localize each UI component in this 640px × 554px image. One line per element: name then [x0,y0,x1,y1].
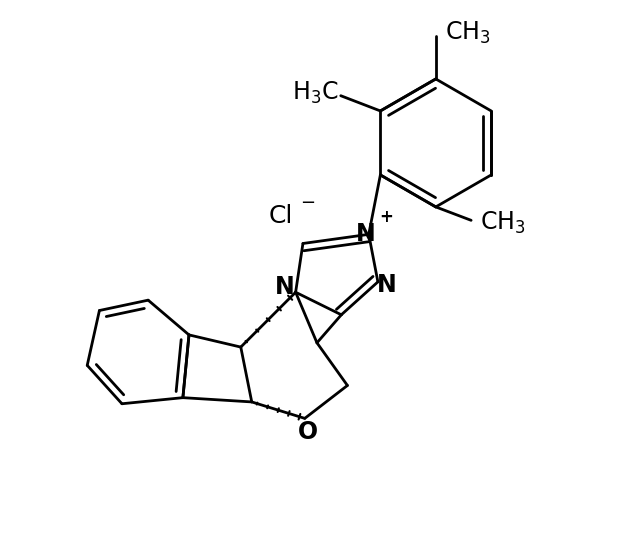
Text: −: − [300,194,316,212]
Text: N: N [275,275,294,299]
Text: +: + [379,208,393,226]
Text: N: N [356,222,376,247]
Text: CH$_3$: CH$_3$ [445,20,490,47]
Text: Cl: Cl [268,204,292,228]
Text: CH$_3$: CH$_3$ [480,211,525,237]
Text: N: N [377,273,397,297]
Text: O: O [298,420,318,444]
Text: H$_3$C: H$_3$C [292,80,339,106]
